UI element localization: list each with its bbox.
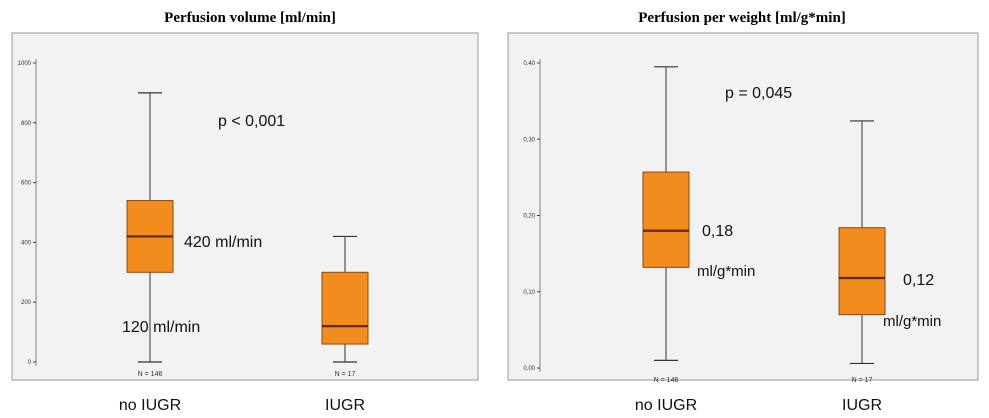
chart-1-x-category-label: IUGR <box>325 397 365 414</box>
chart-2-annotation: ml/g*min <box>883 313 941 330</box>
chart-2-y-tick-label: 0,20 <box>523 214 535 220</box>
chart-2-y-tick-label: 0,30 <box>523 137 535 143</box>
chart-1-plot-area <box>11 32 479 381</box>
chart-1-y-tick-label: 400 <box>21 240 32 246</box>
chart-1-annotation: p < 0,001 <box>218 113 285 130</box>
chart-1-annotation: 420 ml/min <box>184 234 262 251</box>
chart-1-annotation: 120 ml/min <box>122 319 200 336</box>
chart-2-x-category-label: no IUGR <box>635 397 697 414</box>
chart-2-annotation: ml/g*min <box>697 263 755 280</box>
chart-2-n-label: N = 17 <box>852 377 873 384</box>
chart-1-n-label: N = 17 <box>335 371 356 378</box>
chart-2-plot-area <box>507 32 979 381</box>
chart-2-y-tick-label: 0,10 <box>523 290 535 296</box>
chart-2-n-label: N = 146 <box>654 377 679 384</box>
chart-2-y-tick-label: 0,40 <box>523 61 535 67</box>
chart-1-x-category-label: no IUGR <box>119 397 181 414</box>
chart-1-title: Perfusion volume [ml/min] <box>164 10 336 26</box>
chart-1-y-tick-label: 0 <box>28 360 32 366</box>
chart-1-y-tick-label: 600 <box>21 181 32 187</box>
chart-2-y-tick-label: 0,00 <box>523 366 535 372</box>
chart-2-annotation: p = 0,045 <box>725 85 792 102</box>
chart-2-annotation: 0,18 <box>702 223 733 240</box>
chart-1-y-tick-label: 800 <box>21 121 32 127</box>
chart-1-box <box>321 271 369 345</box>
chart-1-n-label: N = 146 <box>138 371 163 378</box>
chart-2-box <box>838 227 886 316</box>
chart-2-annotation: 0,12 <box>903 272 934 289</box>
chart-2-box <box>642 171 690 268</box>
chart-2-title: Perfusion per weight [ml/g*min] <box>638 10 846 26</box>
chart-2-x-category-label: IUGR <box>842 397 882 414</box>
chart-1-y-tick-label: 200 <box>21 300 32 306</box>
chart-1-y-tick-label: 1000 <box>18 61 32 67</box>
